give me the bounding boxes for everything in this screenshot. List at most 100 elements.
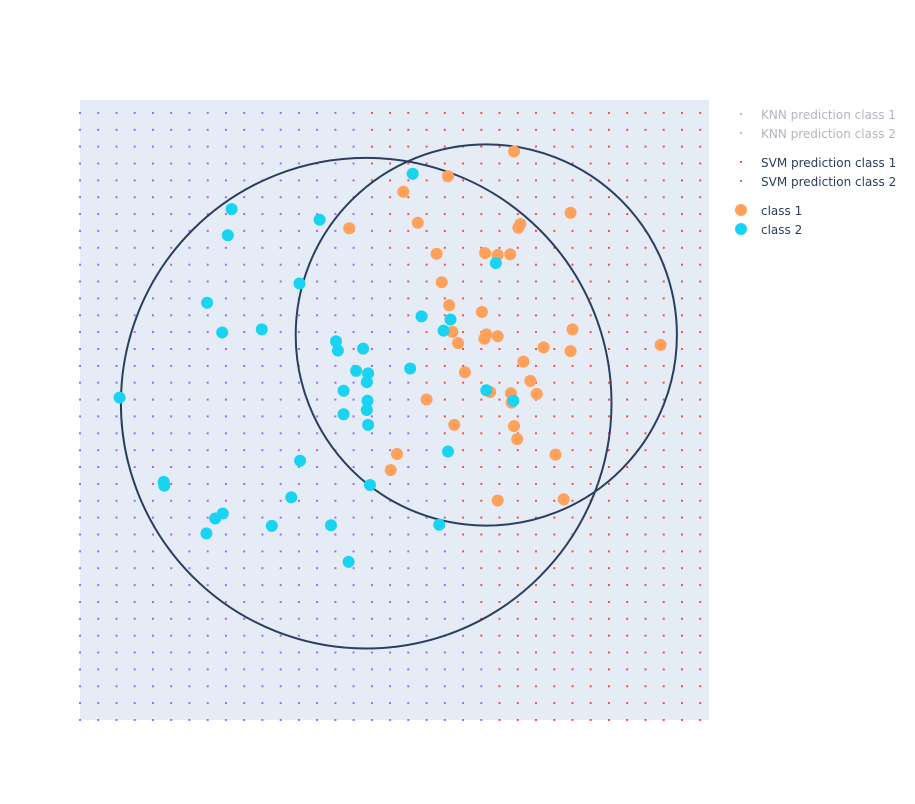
svm-prediction-class-2-dot <box>261 719 264 721</box>
svm-prediction-class-2-dot <box>152 449 154 452</box>
svm-prediction-class-1-dot <box>516 499 519 502</box>
svm-prediction-class-1-dot <box>644 145 647 148</box>
svm-prediction-class-2-dot <box>170 584 173 587</box>
legend[interactable]: KNN prediction class 1 KNN prediction cl… <box>735 108 896 237</box>
svm-prediction-class-2-dot <box>152 482 154 485</box>
svm-prediction-class-2-dot <box>97 179 100 182</box>
svm-prediction-class-2-dot <box>243 314 246 317</box>
svm-prediction-class-1-dot <box>699 280 702 283</box>
svm-prediction-class-2-dot <box>462 702 465 705</box>
svm-prediction-class-1-dot <box>480 364 483 367</box>
svm-prediction-class-2-dot <box>79 263 81 266</box>
svm-prediction-class-2-dot <box>334 364 337 367</box>
svm-prediction-class-2-dot <box>297 499 300 502</box>
svm-prediction-class-1-dot <box>589 229 592 232</box>
svm-prediction-class-2-dot <box>443 601 446 603</box>
svm-prediction-class-1-dot <box>571 381 574 384</box>
svm-prediction-class-2-dot <box>243 449 246 452</box>
svm-prediction-class-1-dot <box>389 179 392 182</box>
svm-prediction-class-1-dot <box>589 162 592 165</box>
class-1-point <box>566 323 579 336</box>
svm-prediction-class-1-dot <box>589 516 592 519</box>
svm-prediction-class-2-dot <box>389 567 392 570</box>
svm-prediction-class-2-dot <box>152 550 154 553</box>
svm-prediction-class-2-dot <box>279 685 282 688</box>
svm-prediction-class-1-dot <box>644 314 647 317</box>
class-2-point <box>200 527 213 540</box>
svm-prediction-class-1-dot <box>553 381 556 384</box>
svm-prediction-class-1-dot <box>699 466 702 468</box>
svm-prediction-class-2-dot <box>206 145 209 148</box>
svm-prediction-class-1-dot <box>626 280 629 283</box>
legend-item-knn-class-2[interactable]: KNN prediction class 2 <box>740 127 896 141</box>
svm-prediction-class-1-dot <box>535 246 537 249</box>
svm-prediction-class-2-dot <box>279 297 282 300</box>
svm-prediction-class-2-dot <box>316 314 319 317</box>
svm-prediction-class-1-dot <box>608 651 610 654</box>
svm-prediction-class-1-dot <box>498 634 501 637</box>
svm-prediction-class-1-dot <box>425 213 428 216</box>
svm-prediction-class-2-dot <box>243 719 246 721</box>
svm-prediction-class-1-dot <box>425 348 428 350</box>
svm-prediction-class-2-dot <box>352 179 355 182</box>
legend-item-svm-class-2[interactable]: SVM prediction class 2 <box>740 175 896 189</box>
svm-prediction-class-1-dot <box>626 601 629 603</box>
legend-item-class-1[interactable]: class 1 <box>735 204 802 218</box>
svm-prediction-class-2-dot <box>352 348 355 350</box>
svm-prediction-class-1-dot <box>626 128 629 131</box>
svm-prediction-class-1-dot <box>462 550 465 553</box>
svm-prediction-class-1-dot <box>662 179 665 182</box>
svm-prediction-class-2-dot <box>243 111 246 114</box>
svm-prediction-class-2-dot <box>480 651 483 654</box>
svm-prediction-class-1-dot <box>498 246 501 249</box>
svm-prediction-class-1-dot <box>699 584 702 587</box>
svm-prediction-class-1-dot <box>662 196 665 199</box>
svm-prediction-class-1-dot <box>644 466 647 468</box>
class-1-point <box>475 306 488 318</box>
legend-item-knn-class-1[interactable]: KNN prediction class 1 <box>740 108 896 122</box>
svm-prediction-class-1-dot <box>681 584 683 587</box>
legend-item-class-2[interactable]: class 2 <box>735 223 802 237</box>
svm-prediction-class-2-dot <box>97 567 100 570</box>
legend-item-svm-class-1[interactable]: SVM prediction class 1 <box>740 156 896 170</box>
svm-prediction-class-2-dot <box>407 482 410 485</box>
svm-prediction-class-1-dot <box>516 567 519 570</box>
svm-prediction-class-2-dot <box>261 702 264 705</box>
svm-prediction-class-2-dot <box>334 145 337 148</box>
svm-prediction-class-2-dot <box>97 415 100 418</box>
svm-prediction-class-2-dot <box>334 162 337 165</box>
svm-prediction-class-1-dot <box>553 179 556 182</box>
svm-prediction-class-2-dot <box>279 263 282 266</box>
svm-prediction-class-2-dot <box>188 634 191 637</box>
svm-prediction-class-1-dot <box>462 179 465 182</box>
svm-prediction-class-2-dot <box>316 601 319 603</box>
svm-prediction-class-1-dot <box>699 668 702 671</box>
svm-prediction-class-1-dot <box>608 668 610 671</box>
svm-prediction-class-1-dot <box>662 415 665 418</box>
svm-prediction-class-2-dot <box>170 567 173 570</box>
svm-prediction-class-1-dot <box>589 364 592 367</box>
svm-prediction-class-1-dot <box>644 297 647 300</box>
svm-prediction-class-1-dot <box>553 162 556 165</box>
svm-prediction-class-2-dot <box>243 634 246 637</box>
svm-prediction-class-1-dot <box>370 162 373 165</box>
svm-prediction-class-2-dot <box>425 651 428 654</box>
svm-prediction-class-2-dot <box>188 196 191 199</box>
svm-prediction-class-1-dot <box>589 145 592 148</box>
svm-prediction-class-2-dot <box>243 364 246 367</box>
svm-prediction-class-2-dot <box>152 516 154 519</box>
svm-prediction-class-2-dot <box>297 719 300 721</box>
svm-prediction-class-2-dot <box>115 179 118 182</box>
svm-prediction-class-2-dot <box>188 550 191 553</box>
svm-prediction-class-1-dot <box>571 567 574 570</box>
class-2-point <box>415 310 428 323</box>
svm-prediction-class-1-dot <box>571 702 574 705</box>
svm-prediction-class-2-dot <box>152 213 154 216</box>
svm-prediction-class-1-dot <box>662 685 665 688</box>
svm-prediction-class-2-dot <box>188 179 191 182</box>
svm-prediction-class-1-dot <box>662 432 665 435</box>
svm-prediction-class-2-dot <box>152 719 154 721</box>
svm-prediction-class-2-dot <box>370 567 373 570</box>
svm-prediction-class-1-dot <box>626 162 629 165</box>
svm-prediction-class-2-dot <box>334 499 337 502</box>
